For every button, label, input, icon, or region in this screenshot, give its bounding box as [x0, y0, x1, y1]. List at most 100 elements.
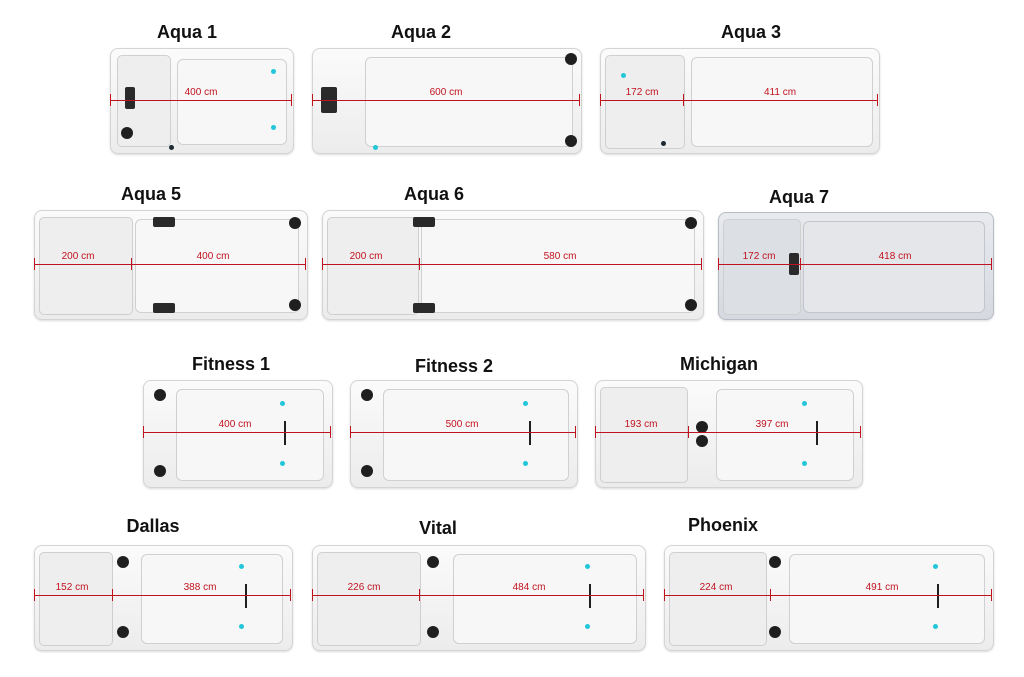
measure-tick — [112, 589, 113, 601]
corner-fixture-icon — [769, 626, 781, 638]
corner-fixture-icon — [289, 299, 301, 311]
measure-tick — [34, 589, 35, 601]
measure-line — [322, 264, 702, 265]
measure-line — [350, 432, 576, 433]
current-generator-icon — [589, 584, 591, 608]
tub-aqua-5 — [34, 210, 308, 320]
spa-seat-area — [39, 217, 133, 315]
jet-icon — [239, 624, 244, 629]
tub-dallas — [34, 545, 293, 651]
corner-fixture-icon — [361, 389, 373, 401]
swim-basin — [453, 554, 637, 644]
corner-fixture-icon — [769, 556, 781, 568]
corner-fixture-icon — [696, 421, 708, 433]
length-label: 600 cm — [429, 87, 463, 98]
corner-fixture-icon — [154, 465, 166, 477]
measure-tick — [322, 258, 323, 270]
measure-line — [143, 432, 331, 433]
measure-tick — [419, 589, 420, 601]
jet-icon — [271, 69, 276, 74]
jet-icon — [523, 401, 528, 406]
measure-line — [34, 264, 306, 265]
tub-fitness-2 — [350, 380, 578, 488]
swim-basin — [691, 57, 873, 147]
swim-basin — [716, 389, 854, 481]
spa-length-label: 172 cm — [625, 87, 659, 98]
headrest-icon — [413, 217, 435, 227]
corner-fixture-icon — [565, 53, 577, 65]
corner-fixture-icon — [427, 626, 439, 638]
spa-length-label: 152 cm — [55, 582, 89, 593]
tub-phoenix — [664, 545, 994, 651]
measure-tick — [579, 94, 580, 106]
model-title-fitness-2: Fitness 2 — [414, 356, 494, 376]
measure-line — [34, 595, 291, 596]
spa-length-label: 200 cm — [349, 251, 383, 262]
model-title-aqua-3: Aqua 3 — [720, 22, 782, 42]
jet-icon — [661, 141, 666, 146]
current-generator-icon — [937, 584, 939, 608]
measure-tick — [34, 258, 35, 270]
measure-tick — [312, 94, 313, 106]
measure-tick — [991, 258, 992, 270]
swim-length-label: 580 cm — [543, 251, 577, 262]
corner-fixture-icon — [685, 217, 697, 229]
swim-length-label: 491 cm — [865, 582, 899, 593]
model-title-michigan: Michigan — [679, 354, 759, 374]
measure-tick — [312, 589, 313, 601]
tub-aqua-1 — [110, 48, 294, 154]
swim-basin — [789, 554, 985, 644]
corner-fixture-icon — [685, 299, 697, 311]
model-title-dallas: Dallas — [126, 516, 180, 536]
swim-basin — [803, 221, 985, 313]
corner-fixture-icon — [117, 626, 129, 638]
measure-tick — [290, 589, 291, 601]
tub-fitness-1 — [143, 380, 333, 488]
jet-icon — [373, 145, 378, 150]
measure-line — [312, 595, 644, 596]
spa-seat-area — [39, 552, 113, 646]
spa-length-label: 224 cm — [699, 582, 733, 593]
corner-fixture-icon — [289, 217, 301, 229]
measure-tick — [291, 94, 292, 106]
current-generator-icon — [816, 421, 818, 445]
measure-tick — [143, 426, 144, 438]
current-generator-icon — [245, 584, 247, 608]
measure-tick — [575, 426, 576, 438]
corner-fixture-icon — [117, 556, 129, 568]
spa-seat-area — [600, 387, 688, 483]
jet-icon — [280, 401, 285, 406]
spa-seat-area — [669, 552, 767, 646]
measure-tick — [350, 426, 351, 438]
model-title-aqua-1: Aqua 1 — [156, 22, 218, 42]
swim-basin — [141, 554, 283, 644]
corner-fixture-icon — [361, 465, 373, 477]
swim-length-label: 400 cm — [196, 251, 230, 262]
tub-aqua-3 — [600, 48, 880, 154]
measure-tick — [305, 258, 306, 270]
measure-tick — [419, 258, 420, 270]
measure-tick — [800, 258, 801, 270]
tub-vital — [312, 545, 646, 651]
swim-basin — [365, 57, 573, 147]
jet-icon — [239, 564, 244, 569]
swim-basin — [176, 389, 324, 481]
measure-tick — [330, 426, 331, 438]
tub-aqua-7 — [718, 212, 994, 320]
jet-icon — [523, 461, 528, 466]
measure-tick — [595, 426, 596, 438]
headrest-icon — [153, 303, 175, 313]
headrest-icon — [413, 303, 435, 313]
measure-line — [595, 432, 861, 433]
swim-length-label: 418 cm — [878, 251, 912, 262]
measure-tick — [688, 426, 689, 438]
swim-length-label: 411 cm — [763, 87, 797, 98]
tub-aqua-6 — [322, 210, 704, 320]
measure-line — [312, 100, 580, 101]
measure-tick — [600, 94, 601, 106]
length-label: 400 cm — [218, 419, 252, 430]
spa-seat-area — [605, 55, 685, 149]
measure-tick — [718, 258, 719, 270]
jet-icon — [933, 564, 938, 569]
measure-line — [718, 264, 992, 265]
